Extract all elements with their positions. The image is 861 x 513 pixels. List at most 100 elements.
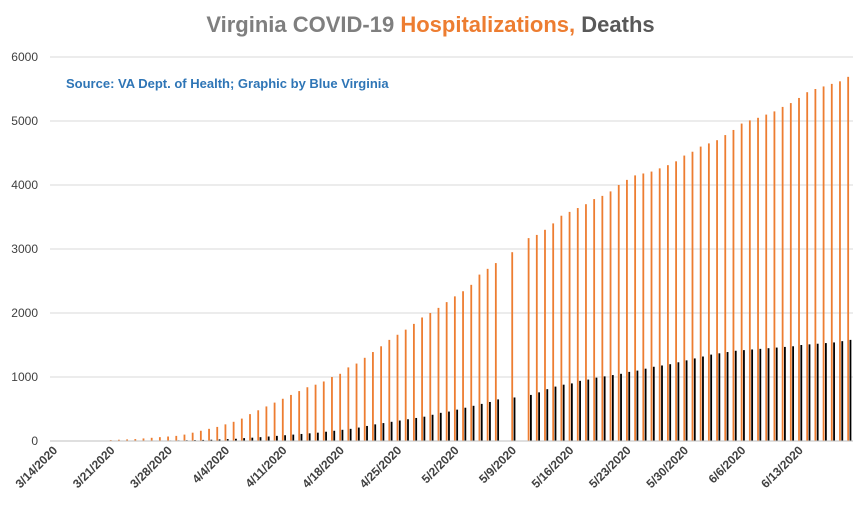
bar-deaths [669, 364, 672, 441]
x-tick-label: 5/23/2020 [586, 443, 634, 491]
bar-hospitalizations [609, 191, 612, 441]
bar-deaths [562, 384, 565, 441]
bar-hospitalizations [372, 352, 374, 441]
bar-hospitalizations [175, 435, 178, 441]
bar-hospitalizations [666, 165, 669, 441]
bar-deaths [734, 350, 737, 441]
bar-deaths [620, 373, 622, 441]
bar-deaths [423, 416, 426, 441]
bar-hospitalizations [789, 103, 792, 441]
bar-hospitalizations [257, 410, 260, 441]
bar-deaths [595, 377, 598, 441]
bar-deaths [341, 429, 344, 441]
bar-deaths [538, 392, 540, 441]
bar-hospitalizations [290, 394, 292, 441]
bar-deaths [472, 405, 475, 441]
bar-hospitalizations [691, 151, 694, 441]
bar-hospitalizations [544, 229, 546, 441]
bar-deaths [489, 401, 491, 441]
bar-hospitalizations [822, 86, 825, 441]
bar-hospitalizations [150, 437, 153, 441]
bar-hospitalizations [781, 106, 784, 442]
x-tick-label: 3/28/2020 [127, 443, 175, 491]
bar-hospitalizations [585, 204, 587, 441]
bar-hospitalizations [757, 117, 759, 442]
bar-deaths [349, 428, 352, 441]
x-tick-label: 5/2/2020 [419, 443, 462, 486]
chart-bars [109, 76, 852, 442]
bar-hospitalizations [576, 208, 579, 441]
x-tick-label: 4/18/2020 [299, 443, 347, 491]
bar-hospitalizations [732, 129, 735, 441]
bar-hospitalizations [634, 175, 637, 441]
bar-deaths [218, 439, 221, 441]
title-part: Virginia COVID-19 [206, 12, 401, 37]
bar-deaths [333, 430, 336, 441]
bar-deaths [480, 403, 483, 441]
y-tick-label: 2000 [11, 306, 38, 320]
bar-deaths [398, 420, 401, 441]
bar-hospitalizations [158, 437, 161, 441]
bar-deaths [407, 419, 409, 441]
bar-hospitalizations [683, 155, 686, 441]
bar-hospitalizations [314, 384, 317, 441]
bar-deaths [784, 346, 786, 441]
bar-hospitalizations [437, 307, 440, 441]
x-tick-label: 4/11/2020 [242, 443, 289, 490]
bar-deaths [210, 439, 213, 441]
bar-deaths [464, 407, 467, 441]
x-tick-label: 6/6/2020 [706, 443, 749, 486]
x-tick-label: 5/16/2020 [529, 443, 577, 491]
bar-deaths [357, 427, 360, 441]
bar-hospitalizations [675, 161, 677, 441]
bar-hospitalizations [126, 439, 129, 441]
bar-deaths [448, 411, 450, 441]
bar-hospitalizations [298, 391, 301, 441]
bar-deaths [267, 436, 270, 441]
bar-hospitalizations [306, 387, 309, 441]
bar-hospitalizations [142, 438, 145, 441]
bar-hospitalizations [642, 173, 645, 442]
x-tick-label: 3/14/2020 [13, 443, 61, 491]
bar-deaths [497, 399, 500, 441]
bar-hospitalizations [224, 424, 227, 441]
bar-hospitalizations [839, 81, 841, 441]
bar-deaths [636, 370, 639, 441]
bar-deaths [415, 417, 418, 441]
y-tick-label: 0 [31, 434, 38, 448]
bar-hospitalizations [568, 211, 571, 441]
x-tick-label: 3/21/2020 [70, 443, 118, 491]
bar-hospitalizations [331, 377, 333, 441]
bar-deaths [849, 339, 852, 441]
bar-deaths [652, 366, 655, 441]
bar-hospitalizations [183, 434, 186, 441]
bar-hospitalizations [191, 432, 194, 441]
bar-deaths [530, 394, 532, 441]
bar-hospitalizations [322, 381, 325, 441]
bar-hospitalizations [806, 92, 809, 441]
bar-deaths [743, 350, 745, 441]
bar-deaths [792, 346, 795, 441]
bar-hospitalizations [412, 323, 415, 441]
y-tick-label: 3000 [11, 242, 38, 256]
bar-hospitalizations [453, 296, 456, 441]
bar-hospitalizations [347, 367, 350, 441]
bar-deaths [775, 347, 778, 441]
bar-deaths [570, 383, 573, 441]
bar-deaths [702, 356, 704, 441]
bar-hospitalizations [650, 171, 653, 441]
bar-hospitalizations [626, 179, 628, 441]
bar-deaths [808, 344, 811, 441]
bar-hospitalizations [716, 140, 718, 441]
bar-deaths [661, 365, 663, 441]
bar-hospitalizations [601, 195, 604, 441]
bar-hospitalizations [429, 313, 432, 441]
bar-deaths [824, 343, 827, 441]
bar-hospitalizations [798, 97, 800, 442]
bar-deaths [431, 414, 434, 441]
bar-deaths [841, 341, 844, 441]
bar-deaths [292, 434, 295, 441]
bar-hospitalizations [470, 284, 473, 441]
bar-deaths [751, 349, 754, 441]
